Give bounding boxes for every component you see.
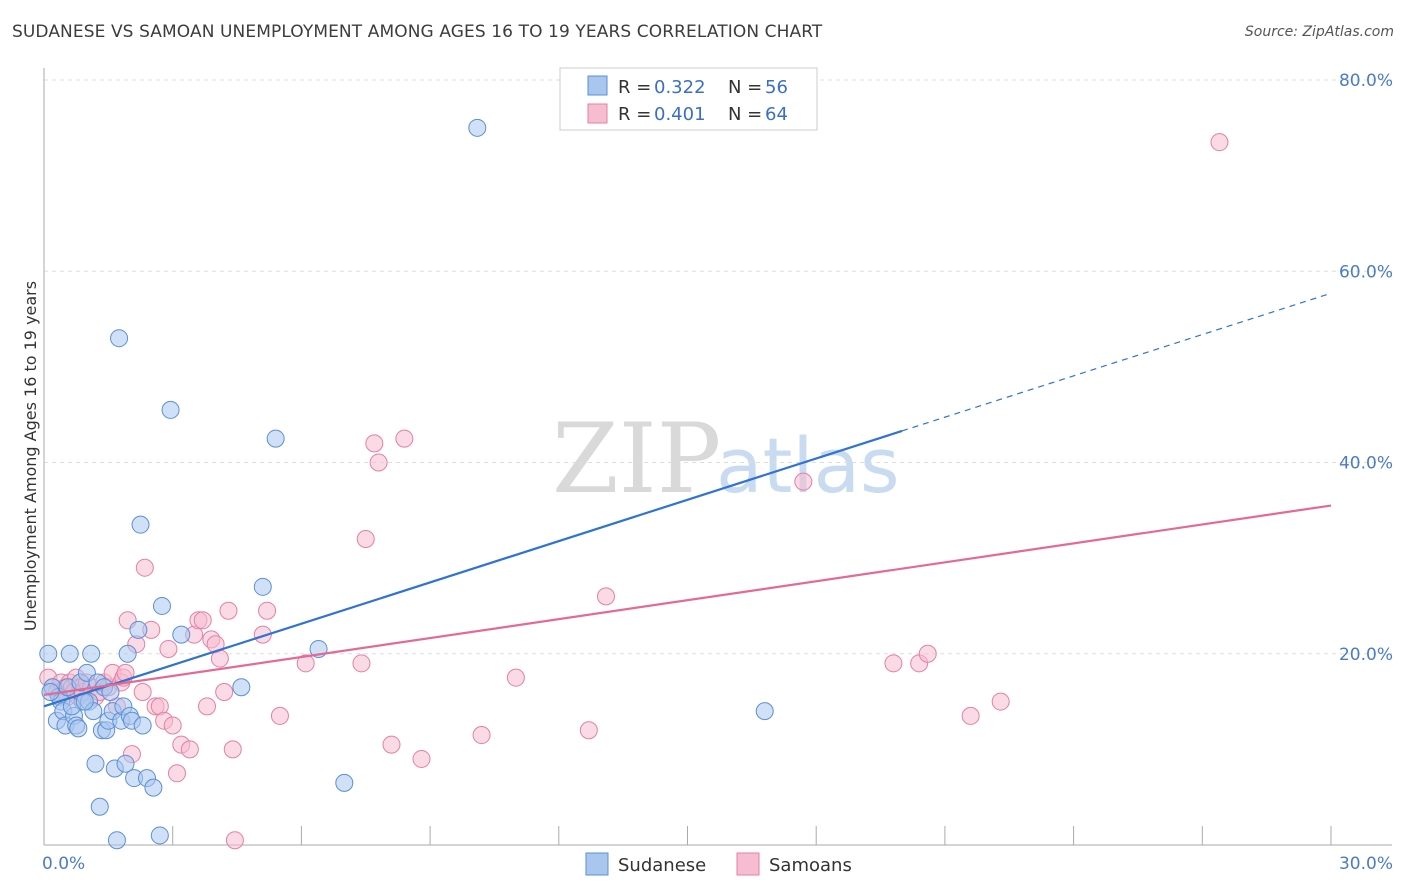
sudanese-point-50 [755,702,774,721]
sudanese-point-41 [152,596,171,615]
legend-swatch-samoans [587,103,608,124]
sudanese-point-0 [39,644,58,663]
samoans-point-64 [794,472,813,491]
samoans-point-35 [167,764,186,783]
sudanese-point-40 [150,826,169,845]
sudanese-point-11 [69,719,88,738]
x-tick-label-max: 30.0% [1339,854,1393,874]
sudanese-point-45 [253,577,272,596]
sudanese-point-55 [133,716,152,735]
legend-n-label-2: N = [728,104,762,125]
samoans-point-51 [270,706,289,725]
samoans-point-57 [382,735,401,754]
grid-lines [44,79,1392,655]
legend-n-value-1: 56 [765,77,788,98]
legend-r-value-1: 0.322 [654,77,706,98]
sudanese-point-48 [335,773,354,792]
samoans-point-54 [356,530,375,548]
y-tick-label-80: 80.0% [1339,71,1393,91]
samoans-point-63 [596,587,615,606]
top-legend: R = 0.322 N = 56 R = 0.401 N = 64 [559,67,818,131]
y-tick-label-60: 60.0% [1339,262,1393,282]
samoans-point-65 [884,654,903,673]
sudanese-point-20 [90,797,109,816]
sudanese-point-53 [101,683,120,701]
sudanese-point-28 [110,329,129,348]
samoans-point-27 [133,683,152,701]
sudanese-point-39 [144,778,163,797]
sudanese-point-42 [161,400,180,419]
samoans-point-55 [365,434,384,453]
watermark-zip: ZIP [552,403,721,515]
samoans-point-58 [395,429,414,448]
sudanese-point-18 [86,754,105,773]
sudanese-point-43 [172,625,191,644]
samoans-point-23 [116,663,135,682]
legend-r-value-2: 0.401 [654,104,706,125]
sudanese-trend-extension [901,292,1332,432]
samoans-point-62 [579,721,598,740]
sudanese-point-37 [131,515,150,534]
sudanese-point-27 [107,831,126,850]
samoans-point-47 [223,740,242,759]
y-tick-label-40: 40.0% [1339,454,1393,474]
bottom-legend-label-samoans: Samoans [769,855,852,876]
tick-labels: 20.0% 40.0% 60.0% 80.0% 0.0% 30.0% [42,71,1393,874]
bottom-legend-swatch-sudanese [585,852,609,876]
x-tick-label-min: 0.0% [42,854,85,874]
samoans-point-60 [472,726,491,745]
samoans-point-53 [352,654,371,673]
legend-n-label-1: N = [728,77,762,98]
samoans-point-56 [369,453,388,472]
legend-swatch-sudanese [587,75,608,96]
samoans-point-69 [991,692,1010,711]
legend-n-value-2: 64 [765,104,788,125]
sudanese-point-16 [82,644,101,663]
samoans-point-48 [225,831,244,850]
chart-source: Source: ZipAtlas.com [1244,24,1394,40]
chart-title: SUDANESE VS SAMOAN UNEMPLOYMENT AMONG AG… [12,22,823,42]
sudanese-point-32 [118,644,137,663]
sudanese-point-31 [116,754,135,773]
trend-lines [43,292,1332,708]
legend-r-label-1: R = [618,77,651,98]
sudanese-point-46 [266,429,285,448]
sudanese-trend-line [43,429,903,708]
bottom-legend: Sudanese Samoans [585,852,852,876]
sudanese-point-49 [468,118,487,137]
bottom-legend-label-sudanese: Sudanese [618,855,706,876]
samoans-point-37 [180,740,199,759]
samoans-point-67 [918,644,937,663]
legend-r-label-2: R = [618,104,651,125]
samoans-point-40 [193,611,212,630]
axes [43,68,1392,846]
samoans-point-33 [159,639,178,658]
samoans-point-41 [198,697,217,716]
sudanese-point-44 [232,678,251,697]
sudanese-point-8 [60,644,79,663]
samoans-point-61 [506,668,525,687]
samoans-point-46 [219,601,238,620]
bottom-legend-swatch-samoans [736,852,760,876]
samoans-point-52 [296,654,315,673]
samoans-trend-line [43,504,1332,696]
watermark-atlas: atlas [716,421,900,510]
samoans-point-70 [1210,133,1229,152]
sudanese-point-36 [129,620,148,639]
samoans-point-50 [258,601,277,620]
y-tick-label-20: 20.0% [1339,645,1393,665]
y-axis-title: Unemployment Among Ages 16 to 19 years [21,281,40,631]
samoans-point-28 [135,558,154,577]
samoans-point-34 [163,716,182,735]
samoans-point-68 [961,706,980,725]
samoans-point-45 [215,683,234,701]
samoans-point-59 [412,749,431,768]
samoans-point-49 [253,625,272,644]
